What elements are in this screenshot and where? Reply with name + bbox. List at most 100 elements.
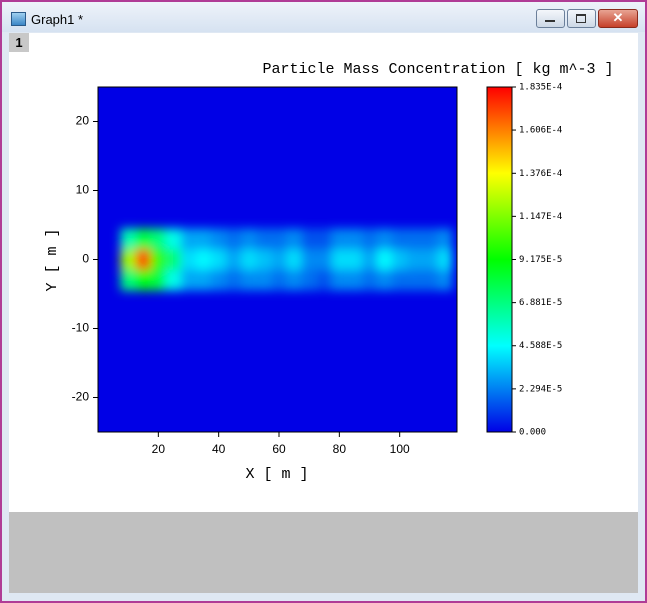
heatmap-cell (271, 249, 287, 270)
heatmap-cell (346, 249, 362, 270)
heatmap-cell (150, 228, 166, 250)
colorbar-tick-label: 1.376E-4 (519, 169, 562, 179)
heatmap-cell (135, 249, 151, 270)
y-axis-label: Y [ m ] (44, 228, 61, 291)
heatmap-cell (286, 228, 302, 250)
heatmap-cell (392, 269, 408, 291)
heatmap-cell (407, 228, 423, 250)
colorbar-tick-label: 4.588E-5 (519, 341, 562, 351)
x-tick-label: 100 (390, 442, 410, 456)
x-tick-label: 40 (212, 442, 226, 456)
x-tick-label: 60 (272, 442, 286, 456)
x-tick-label: 20 (152, 442, 166, 456)
heatmap-cells (120, 228, 453, 291)
heatmap-cell (331, 249, 347, 270)
chart-title: Particle Mass Concentration [ kg m^-3 ] (262, 61, 613, 78)
y-tick-label: 10 (76, 183, 90, 197)
heatmap-cell (241, 249, 257, 270)
heatmap-cell (256, 228, 272, 250)
colorbar-tick-label: 2.294E-5 (519, 384, 562, 394)
heatmap-cell (256, 269, 272, 291)
heatmap-cell (180, 228, 197, 250)
heatmap-cell (180, 269, 197, 291)
heatmap-cell (422, 269, 438, 291)
heatmap-cell (407, 269, 423, 291)
heatmap-cell (392, 228, 408, 250)
heatmap-cell (135, 228, 151, 250)
heatmap-cell (361, 249, 378, 270)
colorbar-tick-label: 0.000 (519, 428, 546, 438)
y-tick-label: -10 (72, 321, 90, 335)
heatmap-cell (286, 269, 302, 291)
x-tick-label: 80 (333, 442, 347, 456)
heatmap-cell (150, 249, 166, 270)
heatmap-cell (316, 269, 332, 291)
heatmap-cell (437, 249, 453, 270)
gray-area (9, 512, 638, 593)
heatmap-cell (377, 228, 393, 250)
colorbar (486, 86, 513, 433)
heatmap-cell (226, 269, 242, 291)
heatmap-cell (271, 269, 287, 291)
close-button[interactable]: ✕ (598, 9, 638, 28)
heatmap-cell (256, 249, 272, 270)
heatmap-cell (331, 269, 347, 291)
heatmap-cell (422, 228, 438, 250)
heatmap-cell (241, 269, 257, 291)
maximize-button[interactable] (567, 9, 596, 28)
heatmap-cell (392, 249, 408, 270)
heatmap-cell (361, 269, 378, 291)
colorbar-tick-label: 9.175E-5 (519, 255, 562, 265)
heatmap-cell (301, 228, 317, 250)
minimize-button[interactable] (536, 9, 565, 28)
y-tick-label: 0 (82, 252, 89, 266)
heatmap-cell (211, 249, 227, 270)
title-bar: Graph1 * ✕ (2, 2, 645, 32)
heatmap-cell (241, 228, 257, 250)
heatmap-cell (346, 269, 362, 291)
heatmap-cell (407, 249, 423, 270)
heatmap-cell (196, 269, 212, 291)
heatmap-cell (196, 249, 212, 270)
y-tick-label: -20 (72, 390, 90, 404)
heatmap-cell (150, 269, 166, 291)
heatmap-cell (377, 269, 393, 291)
heatmap-cell (422, 249, 438, 270)
heatmap-cell (316, 228, 332, 250)
heatmap-cell (211, 269, 227, 291)
heatmap-cell (120, 249, 136, 270)
heatmap-cell (437, 228, 453, 250)
heatmap-cell (135, 269, 151, 291)
heatmap-cell (331, 228, 347, 250)
layer-tab[interactable]: 1 (9, 33, 29, 52)
heatmap-cell (226, 249, 242, 270)
heatmap-cell (180, 249, 197, 270)
heatmap-cell (301, 249, 317, 270)
colorbar-tick-label: 6.881E-5 (519, 298, 562, 308)
y-tick-label: 20 (76, 114, 90, 128)
heatmap-cell (120, 269, 136, 291)
x-axis-label: X [ m ] (245, 466, 308, 483)
colorbar-tick-label: 1.835E-4 (519, 83, 562, 93)
heatmap-cell (196, 228, 212, 250)
heatmap-cell (226, 228, 242, 250)
heatmap-cell (271, 228, 287, 250)
heatmap-cell (165, 228, 181, 250)
heatmap-cell (165, 269, 181, 291)
heatmap-cell (437, 269, 453, 291)
colorbar-tick-label: 1.147E-4 (519, 212, 562, 222)
window-title: Graph1 * (31, 12, 84, 27)
heatmap-cell (120, 228, 136, 250)
heatmap-cell (211, 228, 227, 250)
heatmap-blur (120, 228, 453, 291)
heatmap-cell (346, 228, 362, 250)
heatmap-cell (377, 249, 393, 270)
window-icon (11, 12, 26, 26)
heatmap-cell (165, 249, 181, 270)
heatmap-cell (361, 228, 378, 250)
colorbar-tick-label: 1.606E-4 (519, 126, 562, 136)
heatmap-cell (301, 269, 317, 291)
heatmap-cell (316, 249, 332, 270)
heatmap-cell (286, 249, 302, 270)
